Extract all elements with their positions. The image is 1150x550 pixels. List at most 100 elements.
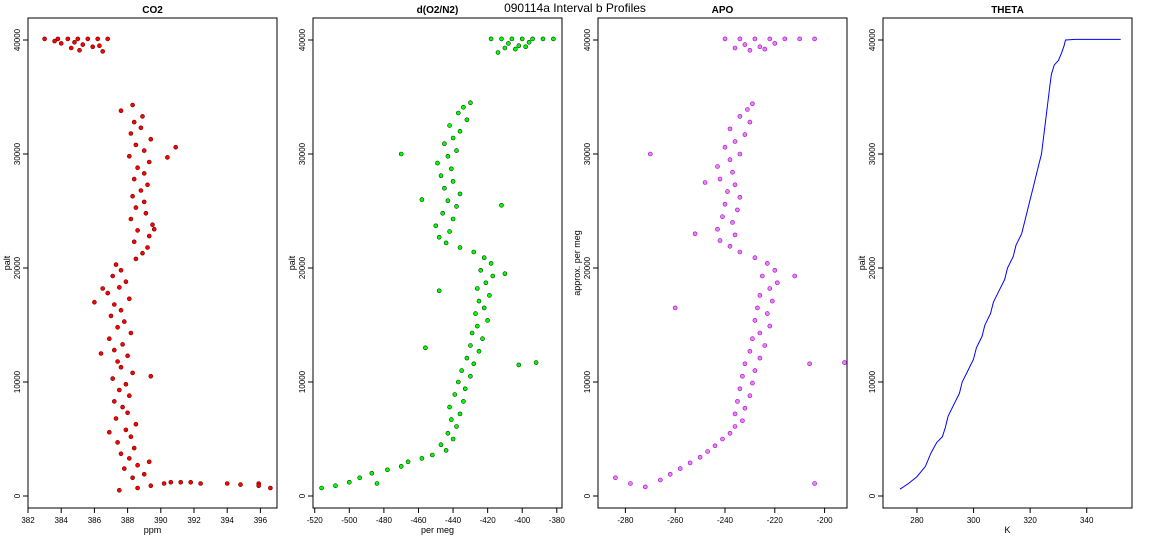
data-point bbox=[812, 481, 817, 486]
data-point bbox=[145, 182, 150, 188]
data-point bbox=[747, 393, 753, 399]
y-tick-label: 40000 bbox=[583, 28, 592, 51]
data-point bbox=[374, 481, 380, 486]
data-point bbox=[128, 434, 134, 440]
data-point bbox=[767, 286, 773, 291]
data-point bbox=[750, 380, 755, 386]
data-point bbox=[742, 405, 748, 411]
data-point bbox=[128, 216, 134, 222]
data-point bbox=[455, 110, 461, 116]
data-point bbox=[722, 36, 728, 42]
data-point bbox=[750, 101, 755, 107]
data-point bbox=[436, 288, 442, 294]
data-point bbox=[150, 222, 155, 227]
data-point bbox=[133, 142, 139, 148]
x-tick-label: -200 bbox=[817, 516, 834, 525]
data-point bbox=[238, 482, 243, 487]
x-tick-label: 394 bbox=[221, 516, 235, 525]
data-point bbox=[727, 157, 733, 162]
data-point bbox=[752, 36, 758, 42]
data-point bbox=[485, 318, 490, 323]
data-point bbox=[461, 399, 466, 404]
data-point bbox=[130, 193, 135, 199]
y-tick-label: 10000 bbox=[298, 370, 307, 393]
data-point bbox=[178, 479, 183, 485]
x-tick-label: -280 bbox=[617, 516, 634, 525]
data-point bbox=[118, 267, 124, 273]
data-point bbox=[161, 481, 167, 486]
data-point bbox=[65, 36, 71, 42]
data-point bbox=[747, 119, 753, 125]
data-point bbox=[141, 148, 147, 153]
data-point bbox=[737, 386, 743, 392]
data-point bbox=[357, 475, 363, 481]
data-point bbox=[757, 293, 763, 298]
data-point bbox=[747, 47, 753, 53]
data-point bbox=[123, 381, 129, 387]
data-point bbox=[133, 205, 139, 210]
data-point bbox=[727, 126, 733, 132]
data-point bbox=[742, 42, 748, 47]
data-point bbox=[742, 132, 748, 137]
data-point bbox=[198, 481, 203, 486]
y-tick-label: 0 bbox=[583, 493, 592, 498]
data-point bbox=[752, 255, 758, 261]
data-point bbox=[476, 348, 482, 354]
data-point bbox=[117, 285, 122, 290]
data-point bbox=[165, 155, 170, 160]
y-tick-label: 10000 bbox=[13, 370, 22, 393]
x-axis-label: K bbox=[1004, 525, 1010, 535]
data-point bbox=[224, 481, 230, 486]
data-point bbox=[346, 479, 352, 485]
data-point bbox=[692, 231, 698, 237]
y-tick-label: 20000 bbox=[583, 256, 592, 279]
data-point bbox=[737, 195, 743, 200]
data-point bbox=[474, 286, 480, 291]
data-point bbox=[752, 368, 758, 373]
data-point bbox=[457, 245, 463, 250]
data-point bbox=[457, 128, 463, 134]
data-point bbox=[750, 336, 755, 342]
y-tick-label: 20000 bbox=[298, 256, 307, 279]
x-tick-label: -400 bbox=[514, 516, 531, 525]
data-point bbox=[448, 417, 454, 422]
data-point bbox=[123, 279, 129, 285]
data-point bbox=[110, 273, 115, 279]
data-point bbox=[118, 364, 124, 370]
y-tick-label: 0 bbox=[13, 493, 22, 498]
data-point bbox=[530, 36, 535, 42]
data-point bbox=[727, 244, 733, 249]
y-tick-label: 10000 bbox=[868, 370, 877, 393]
x-tick-label: 340 bbox=[1080, 516, 1094, 525]
data-point bbox=[742, 361, 748, 367]
data-point bbox=[488, 36, 494, 42]
x-tick-label: -460 bbox=[410, 516, 427, 525]
data-point bbox=[120, 342, 125, 347]
data-point bbox=[764, 261, 770, 266]
data-point bbox=[97, 43, 102, 49]
data-point bbox=[173, 144, 178, 150]
data-point bbox=[443, 240, 449, 246]
data-point bbox=[445, 154, 451, 159]
data-point bbox=[429, 452, 435, 458]
data-point bbox=[442, 185, 447, 191]
data-point bbox=[488, 261, 494, 266]
data-point bbox=[722, 144, 728, 150]
data-point bbox=[727, 430, 733, 436]
data-point bbox=[107, 336, 112, 342]
data-point bbox=[774, 280, 780, 286]
data-point bbox=[188, 479, 193, 485]
data-point bbox=[112, 302, 117, 307]
x-tick-label: 280 bbox=[910, 516, 924, 525]
data-point bbox=[737, 249, 743, 255]
data-point bbox=[757, 44, 763, 50]
data-point bbox=[105, 290, 110, 296]
data-point bbox=[125, 410, 130, 416]
data-point bbox=[502, 45, 508, 51]
data-point bbox=[135, 228, 140, 233]
y-tick-label: 30000 bbox=[13, 142, 22, 165]
x-axis-label: ppm bbox=[144, 525, 162, 535]
y-tick-label: 10000 bbox=[583, 370, 592, 393]
data-point bbox=[419, 197, 425, 202]
